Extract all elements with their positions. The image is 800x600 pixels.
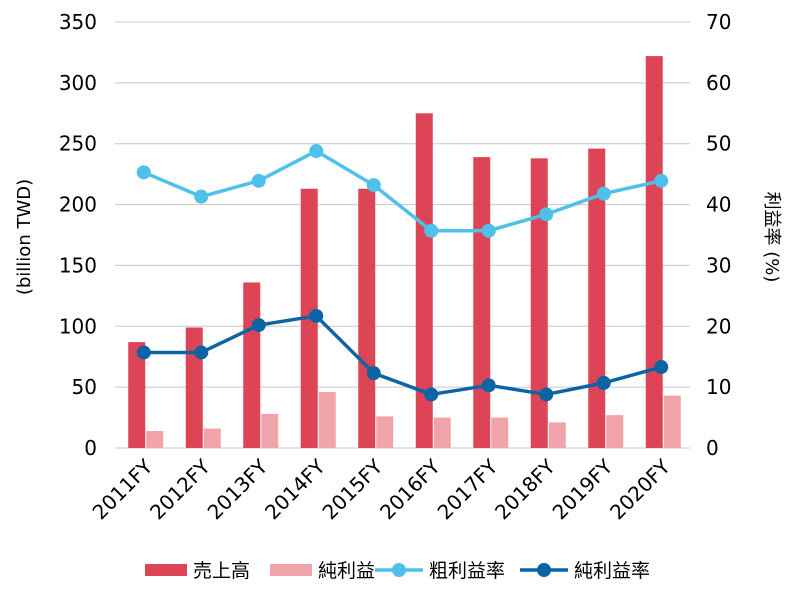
y-axis-right: 0 10 20 30 40 50 60 70 <box>706 10 731 460</box>
legend-label: 粗利益率 <box>429 560 505 582</box>
x-tick-label: 2014FY <box>260 454 330 524</box>
bar-net-profit <box>261 413 279 448</box>
y2-tick-label: 30 <box>706 253 731 277</box>
bar-net-profit <box>146 430 164 448</box>
y2-tick-label: 70 <box>706 10 731 34</box>
bar-net-profit <box>318 392 336 448</box>
point-net-margin <box>194 345 209 360</box>
y2-tick-label: 10 <box>706 375 731 399</box>
x-tick-label: 2016FY <box>375 454 445 524</box>
bar-net-profit <box>606 415 624 448</box>
bar-net-profit <box>491 417 509 448</box>
point-net-margin <box>596 375 611 390</box>
x-tick-label: 2012FY <box>145 454 215 524</box>
point-net-margin <box>251 318 266 333</box>
y-tick-label: 0 <box>84 436 97 460</box>
gridlines <box>115 21 690 449</box>
x-tick-label: 2020FY <box>605 454 675 524</box>
x-tick-label: 2017FY <box>433 454 503 524</box>
y-tick-label: 200 <box>59 193 97 217</box>
point-gross-margin <box>309 144 324 159</box>
bar-sales <box>128 342 146 448</box>
bar-net-profit <box>433 417 451 448</box>
y-tick-label: 250 <box>59 132 97 156</box>
point-gross-margin <box>194 189 209 204</box>
lines <box>136 144 669 402</box>
y2-tick-label: 20 <box>706 314 731 338</box>
y2-tick-label: 60 <box>706 71 731 95</box>
point-gross-margin <box>136 165 151 180</box>
bar-net-profit <box>663 395 681 448</box>
point-gross-margin <box>424 223 439 238</box>
point-net-margin <box>136 345 151 360</box>
bar-sales <box>243 282 261 448</box>
point-gross-margin <box>654 173 669 188</box>
legend-label: 売上高 <box>193 560 250 582</box>
point-gross-margin <box>481 223 496 238</box>
point-gross-margin <box>596 186 611 201</box>
y-tick-label: 50 <box>72 375 97 399</box>
point-net-margin <box>654 360 669 375</box>
point-gross-margin <box>251 173 266 188</box>
bar-sales <box>473 157 491 449</box>
y2-tick-label: 0 <box>706 436 719 460</box>
bar-sales <box>358 188 376 448</box>
legend-marker <box>537 563 551 577</box>
legend-swatch <box>270 564 312 576</box>
x-tick-label: 2015FY <box>318 454 388 524</box>
y-tick-label: 350 <box>59 10 97 34</box>
legend-marker <box>392 563 406 577</box>
x-tick-label: 2011FY <box>88 454 158 524</box>
x-tick-label: 2013FY <box>203 454 273 524</box>
x-tick-label: 2019FY <box>548 454 618 524</box>
y-axis-left: 0 50 100 150 200 250 300 350 <box>59 10 97 460</box>
legend-swatch <box>145 564 187 576</box>
y-tick-label: 150 <box>59 253 97 277</box>
bar-sales <box>415 113 433 449</box>
point-gross-margin <box>366 178 381 193</box>
bars <box>128 56 681 449</box>
line-net-margin <box>143 314 662 397</box>
bar-net-profit <box>376 416 394 448</box>
point-net-margin <box>424 387 439 402</box>
bar-sales <box>588 148 606 448</box>
x-tick-label: 2018FY <box>490 454 560 524</box>
point-net-margin <box>539 387 554 402</box>
legend: 売上高 純利益 粗利益率 純利益率 <box>145 560 650 582</box>
bar-net-profit <box>203 428 221 448</box>
y2-axis-title: 利益率 (%) <box>761 192 782 283</box>
legend-label: 純利益 <box>318 560 375 582</box>
legend-label: 純利益率 <box>574 560 650 582</box>
bar-sales <box>530 158 548 448</box>
x-axis: 2011FY2012FY2013FY2014FY2015FY2016FY2017… <box>88 454 676 524</box>
point-net-margin <box>366 366 381 381</box>
point-net-margin <box>309 308 324 323</box>
y2-tick-label: 50 <box>706 132 731 156</box>
line-gross-margin <box>143 149 662 233</box>
y2-tick-label: 40 <box>706 193 731 217</box>
point-net-margin <box>481 378 496 393</box>
y-tick-label: 100 <box>59 314 97 338</box>
y-axis-title: (billion TWD) <box>14 179 35 295</box>
point-gross-margin <box>539 207 554 222</box>
bar-net-profit <box>548 422 566 448</box>
bar-sales <box>645 56 663 449</box>
y-tick-label: 300 <box>59 71 97 95</box>
